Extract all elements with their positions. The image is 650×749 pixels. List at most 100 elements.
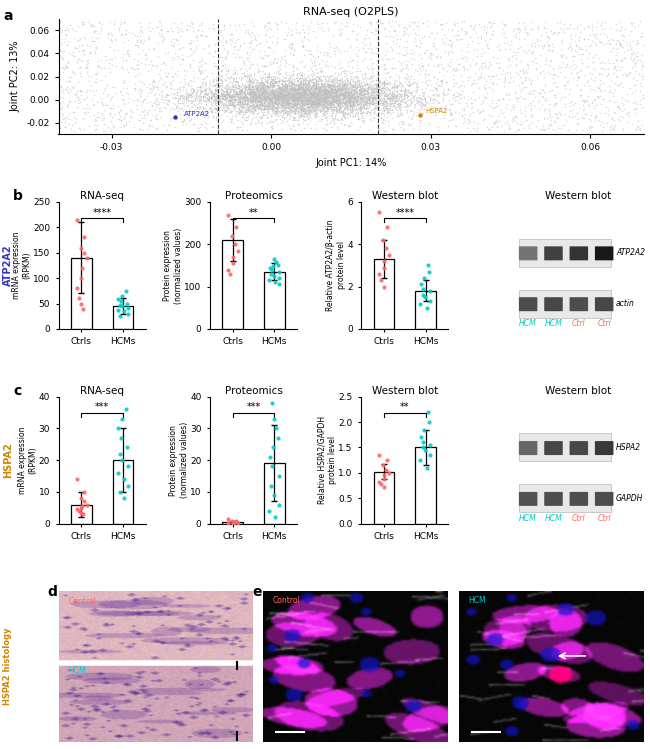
Point [298, 113, 309, 125]
Point [313, 85, 323, 97]
Point [322, 88, 332, 100]
Point [418, 437, 428, 449]
Point [356, 95, 366, 107]
Point [342, 103, 352, 115]
Point [276, 97, 287, 109]
Point [135, 31, 146, 43]
Point [280, 102, 291, 114]
Point [300, 85, 311, 97]
Point [233, 82, 243, 94]
Point [319, 95, 330, 107]
Point [400, 72, 411, 84]
Point [240, 114, 251, 126]
Point [544, 105, 554, 117]
Point [240, 82, 250, 94]
Point [315, 64, 326, 76]
Point [166, 22, 176, 34]
Point [122, 108, 133, 120]
Point [333, 84, 343, 96]
Point [460, 108, 470, 120]
Point [461, 97, 471, 109]
Point [271, 90, 281, 102]
Point [322, 88, 333, 100]
Point [623, 67, 634, 79]
Point [58, 108, 68, 120]
Point [310, 94, 320, 106]
Point [299, 99, 309, 111]
Point [268, 74, 278, 86]
Point [281, 95, 291, 107]
Point [275, 81, 285, 93]
Point [359, 98, 370, 110]
Point [374, 97, 384, 109]
Point [214, 79, 224, 91]
Point [201, 89, 211, 101]
Point [263, 88, 274, 100]
Point [223, 84, 233, 96]
Point [283, 108, 293, 120]
Point [289, 90, 299, 102]
Point [330, 84, 340, 96]
Point [320, 77, 331, 89]
Point [250, 100, 260, 112]
Point [420, 70, 430, 82]
Bar [264, 272, 285, 329]
Point [181, 88, 191, 100]
Point [321, 87, 332, 99]
Point [362, 97, 372, 109]
Point [276, 88, 287, 100]
Point [570, 61, 580, 73]
Point [389, 82, 399, 94]
Point [384, 25, 395, 37]
Point [302, 85, 312, 97]
Point [255, 93, 265, 105]
Point [311, 100, 321, 112]
Point [252, 100, 263, 112]
Point [361, 75, 371, 87]
Point [405, 86, 415, 98]
Point [83, 57, 93, 69]
Point [326, 84, 336, 96]
Point [296, 88, 307, 100]
Point [339, 82, 349, 94]
Point [73, 97, 83, 109]
Point [226, 115, 237, 127]
Point [523, 28, 533, 40]
Point [256, 88, 266, 100]
Point [235, 87, 246, 99]
Point [283, 103, 294, 115]
Point [359, 98, 369, 110]
Point [289, 88, 300, 100]
Point [338, 104, 348, 116]
Point [552, 28, 562, 40]
Point [419, 67, 430, 79]
Point [75, 33, 85, 45]
Point [519, 66, 530, 78]
Point [282, 101, 293, 113]
Point [335, 85, 346, 97]
Point [351, 91, 361, 103]
Point [234, 109, 244, 121]
Point [269, 86, 280, 98]
Point [539, 112, 549, 124]
Point [458, 52, 469, 64]
Point [375, 76, 385, 88]
Point [262, 79, 272, 91]
Point [303, 85, 313, 97]
Point [480, 60, 491, 72]
Point [287, 89, 298, 101]
Point [512, 118, 522, 130]
Point [364, 91, 374, 103]
Point [259, 92, 269, 104]
Point [160, 90, 170, 102]
Point [328, 91, 339, 103]
Point [185, 91, 196, 103]
Point [408, 94, 418, 106]
Point [215, 103, 226, 115]
Point [357, 92, 367, 104]
Point [318, 94, 329, 106]
Point [382, 111, 392, 123]
Point [138, 43, 148, 55]
Point [280, 92, 290, 104]
Point [260, 29, 270, 41]
